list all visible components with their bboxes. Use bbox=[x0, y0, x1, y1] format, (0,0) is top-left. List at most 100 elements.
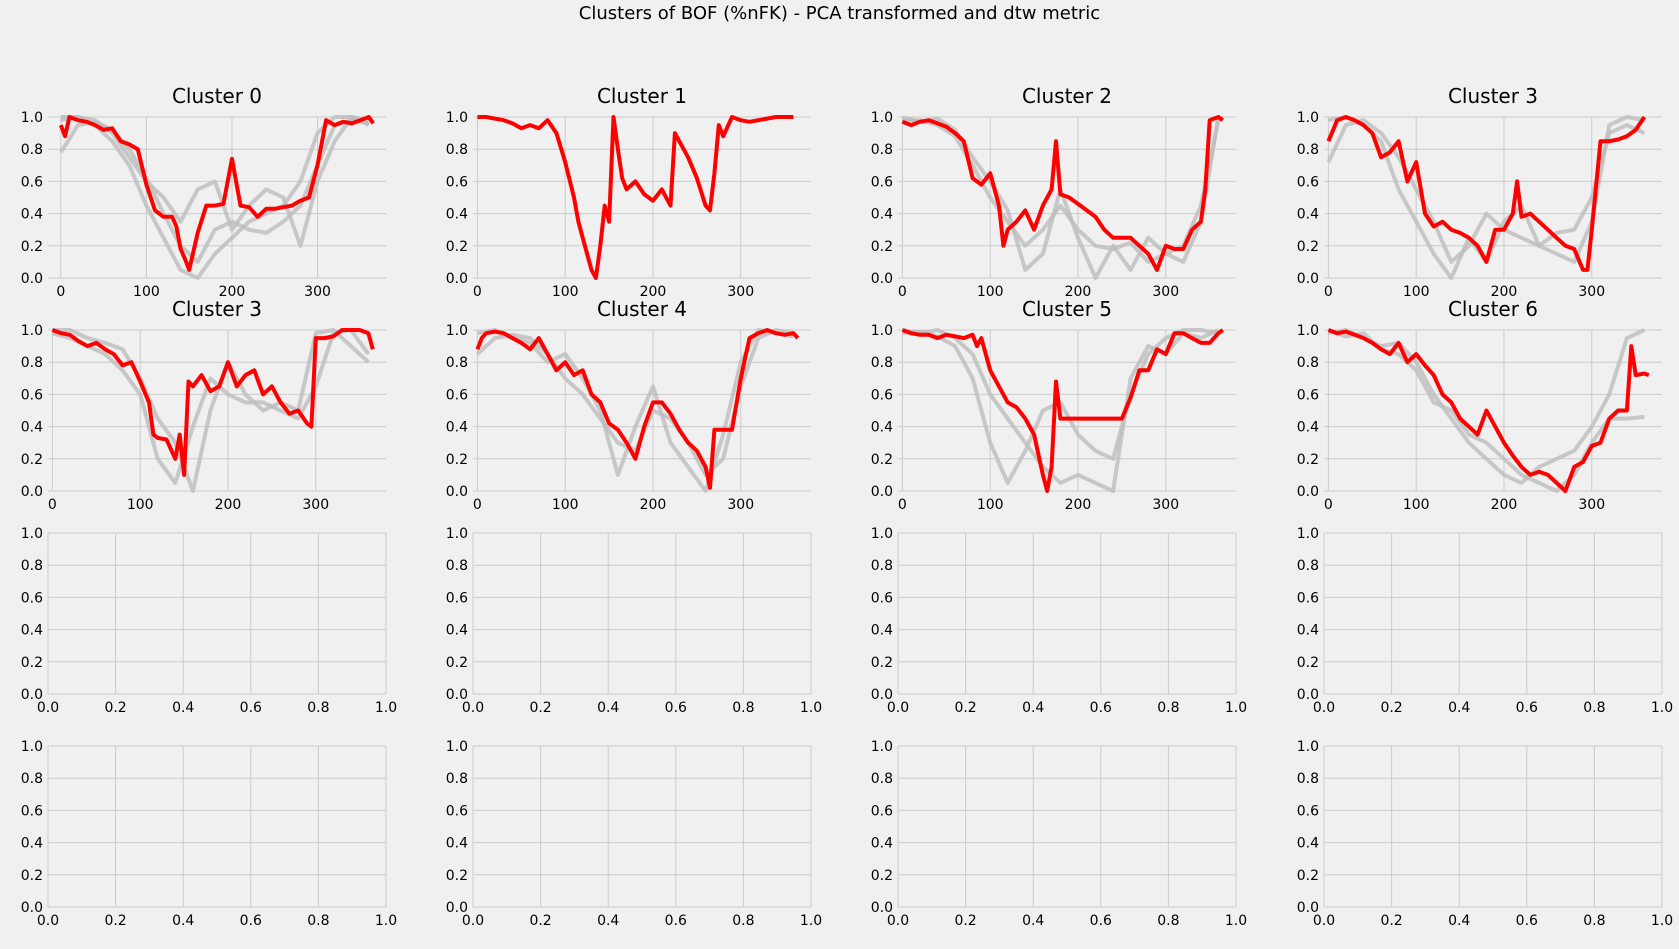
x-tick-label: 1.0 bbox=[1651, 913, 1673, 929]
x-tick-label: 200 bbox=[1065, 284, 1092, 300]
x-tick-label: 0.0 bbox=[1313, 913, 1335, 929]
x-tick-label: 200 bbox=[640, 284, 667, 300]
y-tick-label: 0.2 bbox=[1297, 868, 1319, 884]
y-tick-label: 0.8 bbox=[1297, 558, 1319, 574]
y-tick-label: 0.8 bbox=[871, 355, 893, 371]
x-tick-label: 0.4 bbox=[1448, 700, 1470, 716]
y-tick-label: 0.0 bbox=[21, 271, 43, 287]
x-tick-label: 0.8 bbox=[1157, 913, 1179, 929]
centroid-line bbox=[58, 115, 375, 272]
y-tick-label: 0.6 bbox=[871, 590, 893, 606]
y-tick-label: 0.0 bbox=[1297, 900, 1319, 916]
y-tick-label: 0.8 bbox=[1297, 142, 1319, 158]
x-tick-label: 100 bbox=[977, 497, 1004, 513]
y-tick-label: 0.6 bbox=[871, 803, 893, 819]
y-tick-label: 0.0 bbox=[1297, 271, 1319, 287]
y-tick-label: 0.0 bbox=[446, 687, 468, 703]
y-tick-label: 0.4 bbox=[871, 420, 893, 436]
x-tick-label: 300 bbox=[1152, 284, 1179, 300]
x-tick-label: 0 bbox=[56, 284, 65, 300]
member-line bbox=[52, 328, 370, 493]
x-tick-label: 300 bbox=[302, 497, 329, 513]
y-tick-label: 0.6 bbox=[21, 387, 43, 403]
y-tick-label: 0.6 bbox=[871, 387, 893, 403]
y-tick-label: 0.8 bbox=[871, 771, 893, 787]
member-line bbox=[51, 328, 371, 485]
x-tick-label: 1.0 bbox=[1225, 700, 1247, 716]
y-tick-label: 0.6 bbox=[446, 387, 468, 403]
x-tick-label: 1.0 bbox=[800, 700, 822, 716]
y-tick-label: 0.0 bbox=[871, 484, 893, 500]
x-tick-label: 100 bbox=[133, 284, 160, 300]
member-line bbox=[60, 115, 370, 280]
member-line bbox=[1326, 118, 1646, 264]
y-tick-label: 0.4 bbox=[21, 623, 43, 639]
y-tick-label: 0.2 bbox=[1297, 239, 1319, 255]
y-tick-label: 0.2 bbox=[871, 868, 893, 884]
y-tick-label: 1.0 bbox=[21, 323, 43, 339]
x-tick-label: 0.8 bbox=[1157, 700, 1179, 716]
x-tick-label: 0 bbox=[473, 284, 482, 300]
x-tick-label: 0.2 bbox=[104, 913, 126, 929]
panel-7: 0 100 200 300 0.0 0.2 0.4 0.6 0.8 1.0 Cluster 6 bbox=[1297, 297, 1662, 513]
panel-title: Cluster 4 bbox=[597, 297, 687, 321]
y-tick-label: 0.2 bbox=[446, 655, 468, 671]
y-tick-label: 0.2 bbox=[1297, 655, 1319, 671]
x-tick-label: 100 bbox=[552, 497, 579, 513]
panel-title: Cluster 3 bbox=[172, 297, 262, 321]
y-tick-label: 0.8 bbox=[446, 558, 468, 574]
y-tick-label: 1.0 bbox=[1297, 110, 1319, 126]
y-tick-label: 0.6 bbox=[871, 174, 893, 190]
x-tick-label: 300 bbox=[1578, 284, 1605, 300]
y-tick-label: 0.0 bbox=[446, 484, 468, 500]
x-tick-label: 0.6 bbox=[240, 913, 262, 929]
y-tick-label: 1.0 bbox=[21, 110, 43, 126]
figure-title: Clusters of BOF (%nFK) - PCA transformed… bbox=[578, 3, 1101, 24]
x-tick-label: 0.6 bbox=[1516, 700, 1538, 716]
x-tick-label: 0.4 bbox=[172, 913, 194, 929]
centroid-line bbox=[1327, 328, 1650, 493]
panel-8: 0.0 0.2 0.4 0.6 0.8 1.0 0.0 0.2 0.4 0.6 0.8 1.0 bbox=[21, 526, 397, 716]
y-tick-label: 0.8 bbox=[21, 355, 43, 371]
y-tick-label: 0.2 bbox=[446, 868, 468, 884]
x-tick-label: 0.6 bbox=[1090, 913, 1112, 929]
x-tick-label: 300 bbox=[727, 284, 754, 300]
x-tick-label: 0.4 bbox=[172, 700, 194, 716]
y-tick-label: 0.2 bbox=[446, 452, 468, 468]
x-tick-label: 0 bbox=[48, 497, 57, 513]
panel-13: 0.0 0.2 0.4 0.6 0.8 1.0 0.0 0.2 0.4 0.6 0.8 1.0 bbox=[446, 739, 822, 929]
member-line bbox=[1328, 328, 1646, 485]
panel-1: 0 100 200 300 0.0 0.2 0.4 0.6 0.8 1.0 Cluster 1 bbox=[446, 84, 811, 300]
panel-6: 0 100 200 300 0.0 0.2 0.4 0.6 0.8 1.0 Cluster 5 bbox=[871, 297, 1236, 513]
x-tick-label: 0.4 bbox=[1022, 700, 1044, 716]
y-tick-label: 0.0 bbox=[871, 271, 893, 287]
panel-title: Cluster 0 bbox=[172, 84, 262, 108]
x-tick-label: 1.0 bbox=[1651, 700, 1673, 716]
panel-2: 0 100 200 300 0.0 0.2 0.4 0.6 0.8 1.0 Cluster 2 bbox=[871, 84, 1236, 300]
x-tick-label: 0.2 bbox=[1380, 700, 1402, 716]
y-tick-label: 0.2 bbox=[871, 655, 893, 671]
x-tick-label: 0 bbox=[473, 497, 482, 513]
panel-11: 0.0 0.2 0.4 0.6 0.8 1.0 0.0 0.2 0.4 0.6 0.8 1.0 bbox=[1297, 526, 1673, 716]
y-tick-label: 0.0 bbox=[21, 687, 43, 703]
panel-5: 0 100 200 300 0.0 0.2 0.4 0.6 0.8 1.0 Cluster 4 bbox=[446, 297, 811, 513]
x-tick-label: 0.2 bbox=[954, 700, 976, 716]
centroid-line bbox=[475, 328, 800, 490]
x-tick-label: 0.0 bbox=[37, 700, 59, 716]
panel-14: 0.0 0.2 0.4 0.6 0.8 1.0 0.0 0.2 0.4 0.6 0.8 1.0 bbox=[871, 739, 1247, 929]
x-tick-label: 0.0 bbox=[887, 913, 909, 929]
x-tick-label: 0.2 bbox=[529, 700, 551, 716]
x-tick-label: 0 bbox=[898, 497, 907, 513]
x-tick-label: 200 bbox=[215, 497, 242, 513]
y-tick-label: 0.6 bbox=[21, 174, 43, 190]
y-tick-label: 0.6 bbox=[446, 803, 468, 819]
y-tick-label: 1.0 bbox=[871, 526, 893, 542]
x-tick-label: 0 bbox=[898, 284, 907, 300]
y-tick-label: 0.8 bbox=[871, 142, 893, 158]
x-tick-label: 0.4 bbox=[1022, 913, 1044, 929]
y-tick-label: 0.2 bbox=[871, 452, 893, 468]
x-tick-label: 0.4 bbox=[597, 913, 619, 929]
panel-4: 0 100 200 300 0.0 0.2 0.4 0.6 0.8 1.0 Cluster 3 bbox=[21, 297, 386, 513]
panel-title: Cluster 6 bbox=[1448, 297, 1538, 321]
y-tick-label: 0.8 bbox=[446, 771, 468, 787]
